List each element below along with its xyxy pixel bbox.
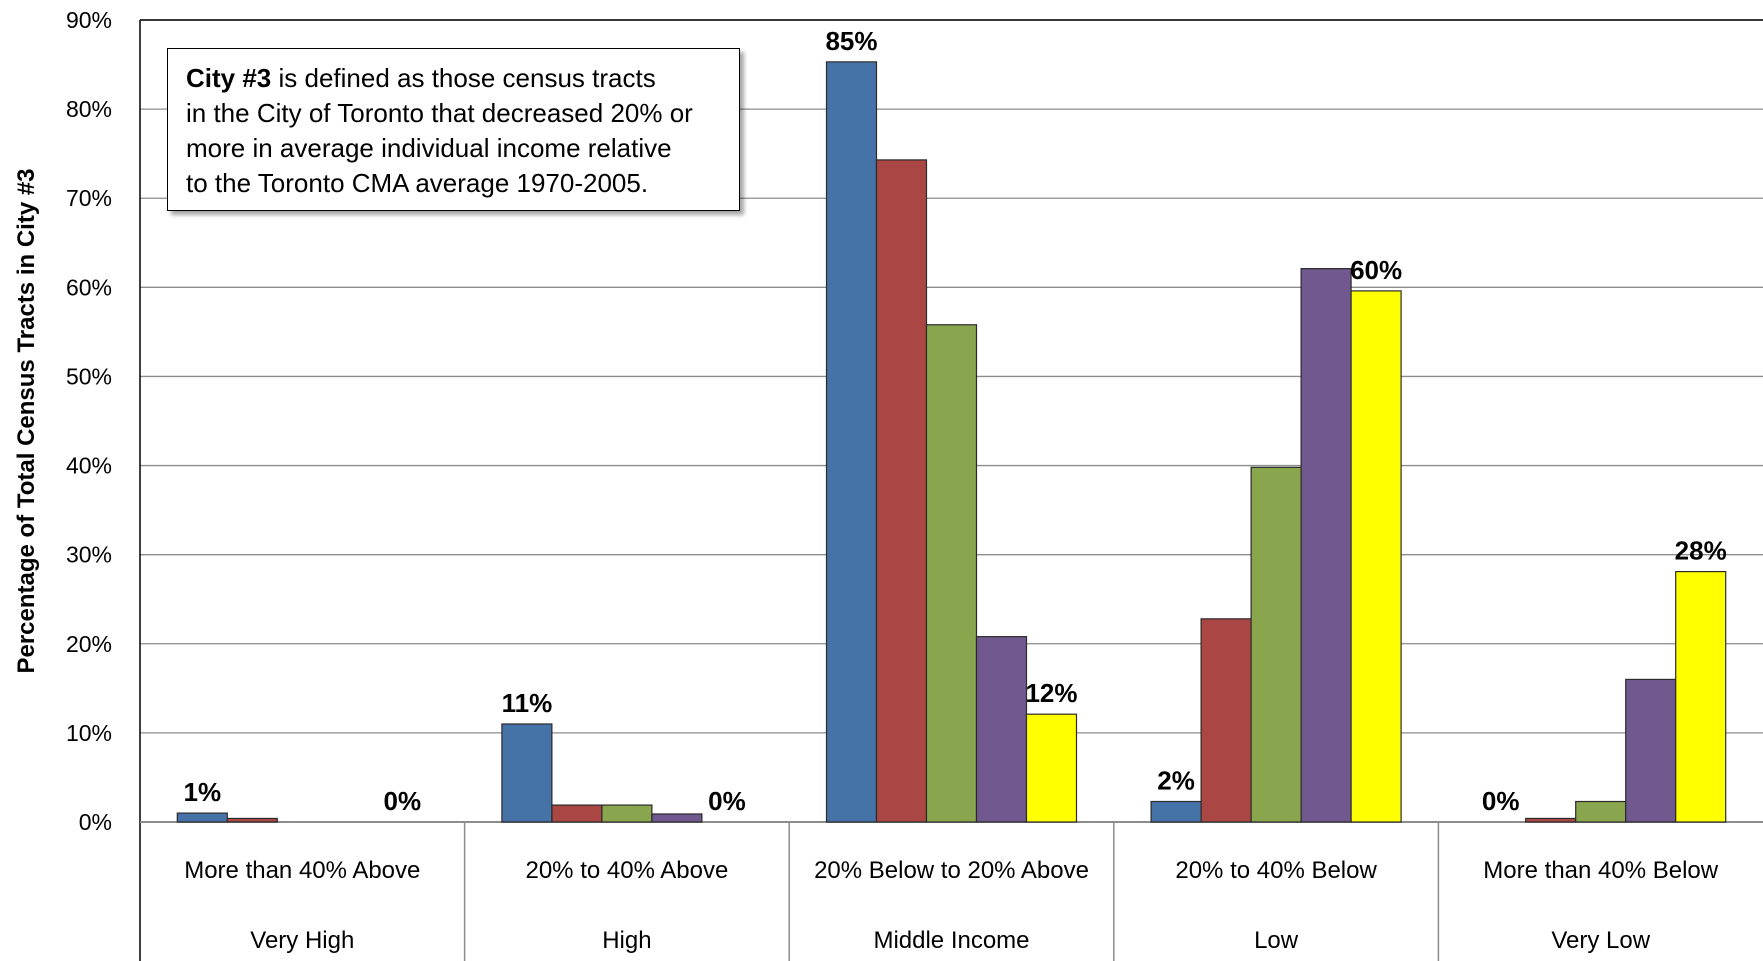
bar: [1300, 268, 1352, 823]
note-bold-term: City #3: [186, 63, 272, 93]
bar: [975, 636, 1028, 823]
bar: [1525, 817, 1577, 823]
y-tick-label: 80%: [66, 96, 112, 122]
note-line-3: more in average individual income relati…: [186, 133, 672, 163]
y-axis-title: Percentage of Total Census Tracts in Cit…: [13, 168, 40, 673]
bar: [1150, 800, 1202, 823]
note-line-1: City #3 is defined as those census tract…: [186, 61, 721, 96]
y-tick-label: 50%: [66, 363, 112, 389]
bar: [1350, 290, 1402, 823]
bar: [1675, 570, 1727, 823]
note-line-2: in the City of Toronto that decreased 20…: [186, 98, 693, 128]
data-label: 11%: [502, 688, 553, 718]
bar: [925, 324, 978, 823]
data-label: 2%: [1157, 766, 1195, 796]
x-category-group-label: Low: [1254, 927, 1299, 954]
bar: [1025, 713, 1078, 823]
data-label: 85%: [825, 26, 877, 56]
data-label: 1%: [184, 777, 222, 807]
data-label: 28%: [1675, 536, 1727, 566]
bar: [1200, 618, 1252, 823]
bar: [825, 61, 878, 823]
y-tick-label: 70%: [66, 185, 112, 211]
x-category-group-label: Very Low: [1551, 927, 1650, 954]
x-category-group-label: Very High: [250, 927, 354, 954]
x-category-range-label: More than 40% Above: [184, 857, 420, 884]
data-label: 60%: [1350, 255, 1402, 285]
bar: [176, 812, 228, 823]
y-tick-label: 10%: [66, 720, 112, 746]
data-label: 0%: [384, 786, 422, 816]
x-category-range-label: 20% to 40% Below: [1175, 857, 1377, 884]
x-category-range-label: 20% to 40% Above: [525, 857, 728, 884]
note-line-4: to the Toronto CMA average 1970-2005.: [186, 168, 649, 198]
bar: [1250, 466, 1302, 823]
bar: [875, 159, 928, 823]
bar: [1625, 678, 1677, 823]
y-tick-label: 20%: [66, 631, 112, 657]
x-category-group-label: High: [602, 927, 651, 954]
y-tick-label: 30%: [66, 542, 112, 568]
bar: [226, 817, 278, 823]
note-line-1-rest: is defined as those census tracts: [271, 63, 656, 93]
data-label: 0%: [708, 786, 746, 816]
x-category-range-label: More than 40% Below: [1483, 857, 1718, 884]
definition-note-box: City #3 is defined as those census tract…: [167, 48, 740, 211]
y-tick-label: 60%: [66, 274, 112, 300]
bar: [551, 804, 603, 823]
bar: [1575, 800, 1627, 823]
bar: [601, 804, 653, 823]
y-tick-label: 40%: [66, 453, 112, 479]
data-label: 0%: [1482, 786, 1520, 816]
bar: [651, 813, 703, 823]
y-tick-label: 0%: [79, 809, 112, 835]
x-category-group-label: Middle Income: [873, 927, 1029, 954]
y-tick-label: 90%: [66, 7, 112, 33]
bar: [501, 723, 553, 823]
data-label: 12%: [1025, 678, 1077, 708]
x-category-range-label: 20% Below to 20% Above: [814, 857, 1089, 884]
